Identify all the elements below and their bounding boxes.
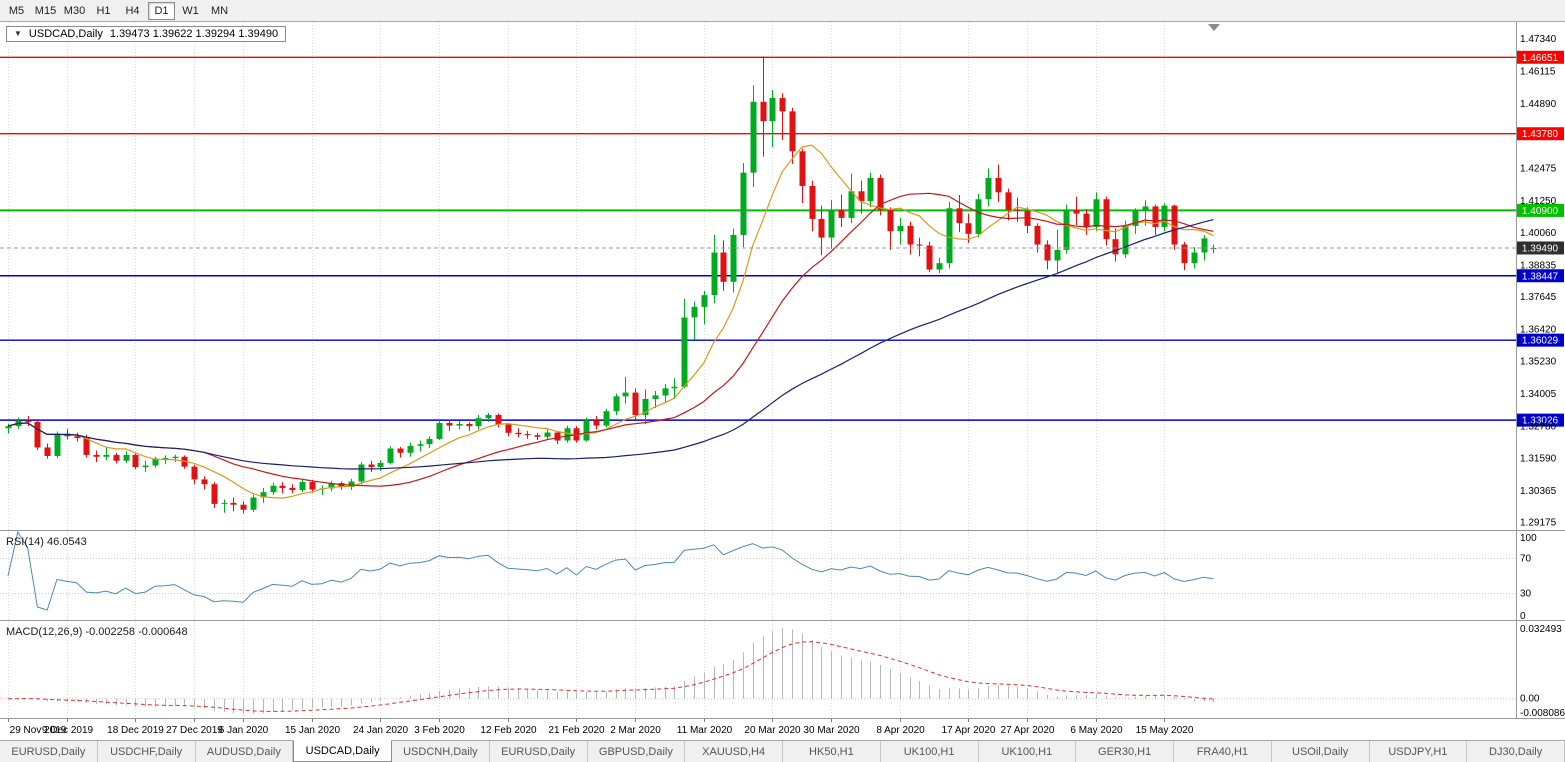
svg-text:20 Mar 2020: 20 Mar 2020 [744,725,801,736]
svg-text:0: 0 [1520,611,1526,622]
symbol-tab-usoil-daily[interactable]: USOil,Daily [1272,741,1370,762]
svg-text:1.33026: 1.33026 [1522,416,1559,427]
svg-text:30 Mar 2020: 30 Mar 2020 [803,725,860,736]
timeframe-button-w1[interactable]: W1 [182,4,199,17]
current-price-badge: 1.39490 [1517,241,1564,255]
svg-text:6 May 2020: 6 May 2020 [1070,725,1123,736]
scroll-position-marker-icon [1208,24,1220,31]
svg-text:1.31590: 1.31590 [1520,453,1557,464]
symbol-tab-uk100-h1[interactable]: UK100,H1 [979,741,1077,762]
svg-text:1.37645: 1.37645 [1520,292,1557,303]
svg-text:1.46115: 1.46115 [1520,67,1556,78]
price-level-badge-1.33026: 1.33026 [1517,413,1564,427]
rsi-label: RSI(14) 46.0543 [6,536,87,548]
symbol-tab-usdcad-daily[interactable]: USDCAD,Daily [293,740,392,762]
svg-text:29 Nov 2019: 29 Nov 2019 [10,725,67,736]
svg-text:0.032493: 0.032493 [1520,624,1562,635]
svg-text:15 May 2020: 15 May 2020 [1136,725,1194,736]
chart-title-box[interactable]: ▼ USDCAD,Daily 1.39473 1.39622 1.39294 1… [6,26,287,42]
symbol-tab-bar: EURUSD,Daily USDCHF,Daily AUDUSD,Daily USDC… [0,740,1565,762]
chart-dropdown-icon[interactable]: ▼ [14,29,22,38]
timeframe-button-m5[interactable]: M5 [8,4,25,17]
svg-text:11 Mar 2020: 11 Mar 2020 [677,725,733,736]
symbol-tab-dj30-daily[interactable]: DJ30,Daily [1467,741,1565,762]
price-level-badge-1.46651: 1.46651 [1517,50,1564,64]
svg-text:9 Dec 2019: 9 Dec 2019 [42,725,94,736]
svg-text:70: 70 [1520,553,1532,564]
symbol-tab-eurusd-daily[interactable]: EURUSD,Daily [490,741,588,762]
symbol-tab-uk100-h1[interactable]: UK100,H1 [881,741,979,762]
chart-symbol-label: USDCAD,Daily [28,28,103,40]
grid-lines [8,22,1165,719]
svg-text:1.47340: 1.47340 [1520,34,1557,45]
macd-indicator-panel: 0.032493 0.00 -0.008086 [0,624,1565,719]
svg-text:1.44890: 1.44890 [1520,99,1557,110]
timeframe-button-m30[interactable]: M30 [63,4,86,17]
timeframe-button-mn[interactable]: MN [210,4,229,17]
svg-text:0.00: 0.00 [1520,694,1540,705]
chart-ohlc-values: 1.39473 1.39622 1.39294 1.39490 [109,28,279,40]
svg-text:1.46651: 1.46651 [1522,53,1559,64]
price-level-badge-1.40900: 1.40900 [1517,203,1564,217]
svg-text:1.36420: 1.36420 [1520,325,1557,336]
macd-label: MACD(12,26,9) -0.002258 -0.000648 [6,626,188,638]
svg-text:2 Mar 2020: 2 Mar 2020 [610,725,661,736]
price-level-badge-1.36029: 1.36029 [1517,333,1564,347]
svg-text:1.38447: 1.38447 [1522,271,1559,282]
moving-average-lines [7,144,1214,499]
svg-text:-0.008086: -0.008086 [1520,708,1565,719]
svg-text:1.36029: 1.36029 [1522,336,1559,347]
chart-area[interactable]: 100 70 30 0 0.032493 0.00 -0.008086 1.46651 1.… [0,22,1565,740]
candlesticks [5,56,1217,514]
svg-text:1.34005: 1.34005 [1520,389,1557,400]
svg-text:1.38835: 1.38835 [1520,260,1557,271]
timeframe-toolbar: M5 M15 M30 H1 H4 D1 W1 MN [0,0,1565,22]
rsi-indicator-panel: 100 70 30 0 [0,530,1537,622]
svg-text:18 Dec 2019: 18 Dec 2019 [107,725,164,736]
svg-text:1.35230: 1.35230 [1520,356,1557,367]
symbol-tab-fra40-h1[interactable]: FRA40,H1 [1174,741,1272,762]
symbol-tab-gbpusd-daily[interactable]: GBPUSD,Daily [588,741,686,762]
svg-text:1.40900: 1.40900 [1522,206,1559,217]
symbol-tab-xauusd-h4[interactable]: XAUUSD,H4 [685,741,783,762]
svg-text:1.29175: 1.29175 [1520,518,1557,529]
svg-text:24 Jan 2020: 24 Jan 2020 [353,725,408,736]
price-level-badge-1.38447: 1.38447 [1517,269,1564,283]
svg-text:6 Jan 2020: 6 Jan 2020 [219,725,269,736]
svg-text:3 Feb 2020: 3 Feb 2020 [414,725,465,736]
svg-text:17 Apr 2020: 17 Apr 2020 [942,725,996,736]
symbol-tab-eurusd-daily[interactable]: EURUSD,Daily [0,741,98,762]
svg-text:1.42475: 1.42475 [1520,163,1557,174]
timeframe-button-h4[interactable]: H4 [125,4,140,17]
symbol-tab-usdchf-daily[interactable]: USDCHF,Daily [98,741,196,762]
symbol-tab-hk50-h1[interactable]: HK50,H1 [783,741,881,762]
horizontal-level-lines[interactable] [0,56,1516,421]
symbol-tab-audusd-daily[interactable]: AUDUSD,Daily [196,741,294,762]
svg-text:1.43780: 1.43780 [1522,129,1559,140]
symbol-tab-ger30-h1[interactable]: GER30,H1 [1076,741,1174,762]
svg-text:1.40060: 1.40060 [1520,228,1557,239]
timeframe-button-m15[interactable]: M15 [34,4,57,17]
svg-text:27 Apr 2020: 27 Apr 2020 [1001,725,1055,736]
symbol-tab-usdcnh-daily[interactable]: USDCNH,Daily [392,741,490,762]
svg-text:27 Dec 2019: 27 Dec 2019 [166,725,223,736]
symbol-tab-usdjpy-h1[interactable]: USDJPY,H1 [1370,741,1468,762]
svg-text:100: 100 [1520,533,1537,544]
svg-text:1.39490: 1.39490 [1522,243,1559,254]
svg-text:1.41250: 1.41250 [1520,196,1557,207]
svg-text:21 Feb 2020: 21 Feb 2020 [548,725,605,736]
svg-text:1.30365: 1.30365 [1520,486,1557,497]
price-level-badge-1.43780: 1.43780 [1517,127,1564,141]
svg-text:8 Apr 2020: 8 Apr 2020 [876,725,925,736]
timeframe-button-d1[interactable]: D1 [148,1,175,20]
price-axis: 1.46651 1.43780 1.40900 1.38447 1.36029 1.330… [0,22,1565,719]
svg-text:15 Jan 2020: 15 Jan 2020 [285,725,340,736]
timeframe-button-h1[interactable]: H1 [96,4,111,17]
svg-text:12 Feb 2020: 12 Feb 2020 [480,725,537,736]
svg-text:30: 30 [1520,589,1532,600]
svg-text:1.32780: 1.32780 [1520,422,1557,433]
